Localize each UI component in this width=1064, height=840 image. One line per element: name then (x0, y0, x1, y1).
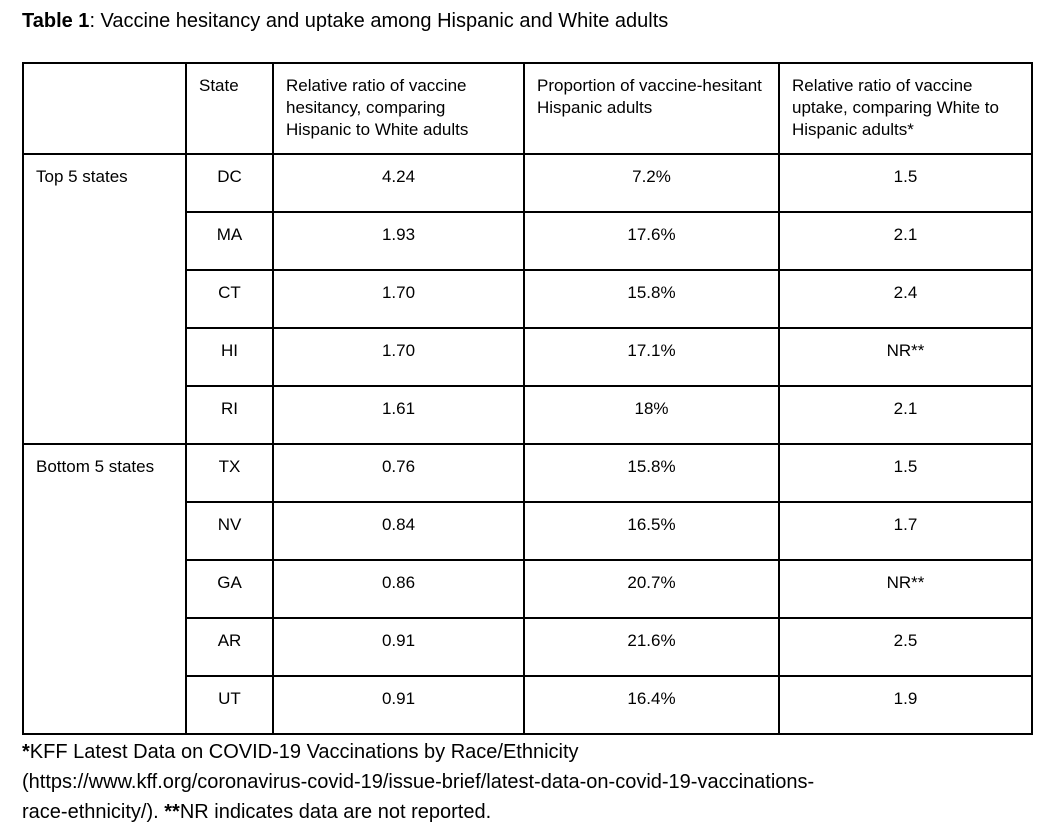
row-group-label-bottom5: Bottom 5 states (22, 443, 187, 735)
row-group-label-top5: Top 5 states (22, 153, 187, 445)
table-row: CT 1.70 15.8% 2.4 (23, 269, 1033, 329)
footnote-double-asterisk: ** (164, 801, 180, 823)
cell-uptake-ratio: 2.5 (778, 617, 1033, 677)
cell-state: AR (185, 617, 274, 677)
header-cell-state: State (185, 62, 274, 155)
header-cell-hesitancy-ratio: Relative ratio of vaccine hesitancy, com… (272, 62, 525, 155)
cell-state: GA (185, 559, 274, 619)
cell-hesitant-proportion: 16.5% (523, 501, 780, 561)
table-row: UT 0.91 16.4% 1.9 (23, 675, 1033, 735)
cell-hesitancy-ratio: 0.91 (272, 617, 525, 677)
cell-hesitant-proportion: 15.8% (523, 443, 780, 503)
footnote-url-end: race-ethnicity/). (22, 801, 165, 823)
vaccine-hesitancy-table: State Relative ratio of vaccine hesitanc… (22, 62, 1033, 735)
table-row: AR 0.91 21.6% 2.5 (23, 617, 1033, 677)
table-row: Bottom 5 states TX 0.76 15.8% 1.5 (22, 443, 1033, 735)
cell-uptake-ratio: 1.7 (778, 501, 1033, 561)
cell-uptake-ratio: 1.5 (778, 153, 1033, 213)
cell-state: CT (185, 269, 274, 329)
cell-hesitant-proportion: 17.6% (523, 211, 780, 271)
cell-state: TX (185, 443, 274, 503)
cell-uptake-ratio: 2.4 (778, 269, 1033, 329)
cell-uptake-ratio: NR** (778, 327, 1033, 387)
cell-state: RI (185, 385, 274, 445)
table-title-label: Table 1 (22, 10, 90, 32)
table-row: MA 1.93 17.6% 2.1 (23, 211, 1033, 271)
footnote-line-source: *KFF Latest Data on COVID-19 Vaccination… (22, 737, 1042, 767)
cell-hesitancy-ratio: 1.70 (272, 269, 525, 329)
cell-state: MA (185, 211, 274, 271)
footnote-nr-text: NR indicates data are not reported. (179, 801, 492, 823)
cell-hesitancy-ratio: 1.61 (272, 385, 525, 445)
footnote-source-text: KFF Latest Data on COVID-19 Vaccinations… (29, 741, 579, 763)
table-row: HI 1.70 17.1% NR** (23, 327, 1033, 387)
cell-hesitant-proportion: 7.2% (523, 153, 780, 213)
cell-hesitancy-ratio: 0.84 (272, 501, 525, 561)
table-row: NV 0.84 16.5% 1.7 (23, 501, 1033, 561)
cell-uptake-ratio: 1.5 (778, 443, 1033, 503)
footnote-line-nr: race-ethnicity/). **NR indicates data ar… (22, 797, 1042, 827)
cell-hesitant-proportion: 15.8% (523, 269, 780, 329)
table-row: Top 5 states DC 4.24 7.2% 1.5 (22, 153, 1033, 445)
cell-hesitancy-ratio: 0.76 (272, 443, 525, 503)
cell-hesitancy-ratio: 4.24 (272, 153, 525, 213)
table-row: RI 1.61 18% 2.1 (23, 385, 1033, 445)
cell-hesitancy-ratio: 1.93 (272, 211, 525, 271)
header-row: State Relative ratio of vaccine hesitanc… (22, 62, 1033, 155)
table-row: GA 0.86 20.7% NR** (23, 559, 1033, 619)
cell-hesitant-proportion: 17.1% (523, 327, 780, 387)
cell-hesitant-proportion: 21.6% (523, 617, 780, 677)
cell-hesitancy-ratio: 0.86 (272, 559, 525, 619)
header-cell-hesitant-proportion: Proportion of vaccine-hesitant Hispanic … (523, 62, 780, 155)
cell-hesitant-proportion: 18% (523, 385, 780, 445)
cell-state: UT (185, 675, 274, 735)
cell-hesitant-proportion: 20.7% (523, 559, 780, 619)
cell-uptake-ratio: 2.1 (778, 385, 1033, 445)
cell-hesitant-proportion: 16.4% (523, 675, 780, 735)
cell-state: DC (185, 153, 274, 213)
cell-state: HI (185, 327, 274, 387)
table-footnote: *KFF Latest Data on COVID-19 Vaccination… (22, 737, 1042, 827)
table-title-text: : Vaccine hesitancy and uptake among His… (89, 10, 669, 32)
cell-uptake-ratio: NR** (778, 559, 1033, 619)
header-cell-uptake-ratio: Relative ratio of vaccine uptake, compar… (778, 62, 1033, 155)
cell-hesitancy-ratio: 0.91 (272, 675, 525, 735)
footnote-asterisk: * (22, 741, 30, 763)
footnote-line-url: (https://www.kff.org/coronavirus-covid-1… (22, 771, 815, 793)
table-title: Table 1: Vaccine hesitancy and uptake am… (22, 8, 668, 34)
header-cell-empty (22, 62, 187, 155)
cell-state: NV (185, 501, 274, 561)
cell-hesitancy-ratio: 1.70 (272, 327, 525, 387)
cell-uptake-ratio: 1.9 (778, 675, 1033, 735)
cell-uptake-ratio: 2.1 (778, 211, 1033, 271)
